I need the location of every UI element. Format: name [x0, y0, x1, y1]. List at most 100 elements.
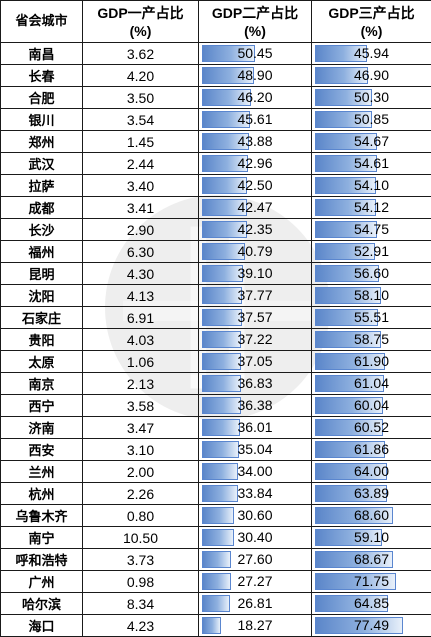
- cell-gdp-secondary[interactable]: 36.38: [199, 395, 312, 417]
- cell-gdp-primary[interactable]: 0.80: [83, 505, 199, 527]
- cell-city[interactable]: 武汉: [1, 153, 83, 175]
- cell-city[interactable]: 南宁: [1, 527, 83, 549]
- cell-gdp-primary[interactable]: 3.41: [83, 197, 199, 219]
- cell-gdp-secondary[interactable]: 46.20: [199, 87, 312, 109]
- cell-city[interactable]: 太原: [1, 351, 83, 373]
- cell-gdp-primary[interactable]: 1.06: [83, 351, 199, 373]
- cell-gdp-tertiary[interactable]: 45.94: [312, 43, 431, 65]
- cell-gdp-tertiary[interactable]: 71.75: [312, 571, 431, 593]
- cell-gdp-primary[interactable]: 3.50: [83, 87, 199, 109]
- cell-gdp-secondary[interactable]: 35.04: [199, 439, 312, 461]
- header-gdp-tertiary[interactable]: GDP三产占比 (%): [312, 1, 431, 43]
- cell-city[interactable]: 拉萨: [1, 175, 83, 197]
- cell-gdp-primary[interactable]: 10.50: [83, 527, 199, 549]
- cell-gdp-tertiary[interactable]: 50.30: [312, 87, 431, 109]
- cell-gdp-tertiary[interactable]: 52.91: [312, 241, 431, 263]
- cell-gdp-tertiary[interactable]: 58.75: [312, 329, 431, 351]
- cell-gdp-primary[interactable]: 3.40: [83, 175, 199, 197]
- cell-city[interactable]: 合肥: [1, 87, 83, 109]
- cell-gdp-primary[interactable]: 2.13: [83, 373, 199, 395]
- cell-gdp-primary[interactable]: 6.91: [83, 307, 199, 329]
- cell-gdp-tertiary[interactable]: 55.51: [312, 307, 431, 329]
- cell-gdp-secondary[interactable]: 36.83: [199, 373, 312, 395]
- cell-gdp-tertiary[interactable]: 63.89: [312, 483, 431, 505]
- cell-gdp-secondary[interactable]: 37.05: [199, 351, 312, 373]
- cell-gdp-primary[interactable]: 2.44: [83, 153, 199, 175]
- cell-city[interactable]: 昆明: [1, 263, 83, 285]
- cell-gdp-primary[interactable]: 3.54: [83, 109, 199, 131]
- cell-city[interactable]: 乌鲁木齐: [1, 505, 83, 527]
- header-gdp-primary[interactable]: GDP一产占比 (%): [83, 1, 199, 43]
- cell-gdp-primary[interactable]: 1.45: [83, 131, 199, 153]
- cell-gdp-tertiary[interactable]: 58.10: [312, 285, 431, 307]
- cell-gdp-primary[interactable]: 3.62: [83, 43, 199, 65]
- cell-gdp-secondary[interactable]: 42.47: [199, 197, 312, 219]
- cell-gdp-secondary[interactable]: 36.01: [199, 417, 312, 439]
- cell-gdp-tertiary[interactable]: 64.00: [312, 461, 431, 483]
- cell-city[interactable]: 沈阳: [1, 285, 83, 307]
- cell-city[interactable]: 呼和浩特: [1, 549, 83, 571]
- cell-gdp-tertiary[interactable]: 60.04: [312, 395, 431, 417]
- cell-gdp-secondary[interactable]: 27.27: [199, 571, 312, 593]
- cell-gdp-tertiary[interactable]: 77.49: [312, 615, 431, 637]
- cell-gdp-tertiary[interactable]: 61.90: [312, 351, 431, 373]
- cell-gdp-primary[interactable]: 4.13: [83, 285, 199, 307]
- cell-city[interactable]: 兰州: [1, 461, 83, 483]
- cell-gdp-primary[interactable]: 4.20: [83, 65, 199, 87]
- cell-city[interactable]: 贵阳: [1, 329, 83, 351]
- header-city[interactable]: 省会城市: [1, 1, 83, 43]
- cell-gdp-secondary[interactable]: 48.90: [199, 65, 312, 87]
- cell-city[interactable]: 西安: [1, 439, 83, 461]
- cell-gdp-tertiary[interactable]: 64.85: [312, 593, 431, 615]
- cell-gdp-primary[interactable]: 6.30: [83, 241, 199, 263]
- cell-gdp-secondary[interactable]: 42.96: [199, 153, 312, 175]
- cell-gdp-tertiary[interactable]: 54.12: [312, 197, 431, 219]
- cell-city[interactable]: 银川: [1, 109, 83, 131]
- header-gdp-secondary[interactable]: GDP二产占比 (%): [199, 1, 312, 43]
- cell-gdp-secondary[interactable]: 26.81: [199, 593, 312, 615]
- cell-gdp-primary[interactable]: 3.47: [83, 417, 199, 439]
- cell-city[interactable]: 郑州: [1, 131, 83, 153]
- cell-gdp-tertiary[interactable]: 54.67: [312, 131, 431, 153]
- cell-gdp-secondary[interactable]: 50.45: [199, 43, 312, 65]
- cell-gdp-primary[interactable]: 3.10: [83, 439, 199, 461]
- cell-gdp-primary[interactable]: 4.23: [83, 615, 199, 637]
- cell-city[interactable]: 广州: [1, 571, 83, 593]
- cell-gdp-secondary[interactable]: 30.60: [199, 505, 312, 527]
- cell-gdp-primary[interactable]: 3.73: [83, 549, 199, 571]
- cell-gdp-primary[interactable]: 4.03: [83, 329, 199, 351]
- cell-gdp-tertiary[interactable]: 54.10: [312, 175, 431, 197]
- cell-gdp-tertiary[interactable]: 46.90: [312, 65, 431, 87]
- cell-gdp-tertiary[interactable]: 60.52: [312, 417, 431, 439]
- cell-gdp-secondary[interactable]: 37.57: [199, 307, 312, 329]
- cell-city[interactable]: 长春: [1, 65, 83, 87]
- cell-gdp-secondary[interactable]: 42.35: [199, 219, 312, 241]
- cell-gdp-primary[interactable]: 2.26: [83, 483, 199, 505]
- cell-gdp-tertiary[interactable]: 50.85: [312, 109, 431, 131]
- cell-gdp-secondary[interactable]: 37.77: [199, 285, 312, 307]
- cell-city[interactable]: 哈尔滨: [1, 593, 83, 615]
- cell-city[interactable]: 福州: [1, 241, 83, 263]
- cell-gdp-primary[interactable]: 2.90: [83, 219, 199, 241]
- cell-gdp-tertiary[interactable]: 56.60: [312, 263, 431, 285]
- cell-gdp-tertiary[interactable]: 59.10: [312, 527, 431, 549]
- cell-city[interactable]: 海口: [1, 615, 83, 637]
- cell-gdp-secondary[interactable]: 30.40: [199, 527, 312, 549]
- cell-city[interactable]: 杭州: [1, 483, 83, 505]
- cell-gdp-primary[interactable]: 4.30: [83, 263, 199, 285]
- cell-gdp-primary[interactable]: 2.00: [83, 461, 199, 483]
- cell-gdp-secondary[interactable]: 45.61: [199, 109, 312, 131]
- cell-gdp-secondary[interactable]: 33.84: [199, 483, 312, 505]
- cell-gdp-tertiary[interactable]: 68.67: [312, 549, 431, 571]
- cell-gdp-secondary[interactable]: 40.79: [199, 241, 312, 263]
- cell-gdp-tertiary[interactable]: 68.60: [312, 505, 431, 527]
- cell-gdp-primary[interactable]: 0.98: [83, 571, 199, 593]
- cell-gdp-secondary[interactable]: 42.50: [199, 175, 312, 197]
- cell-city[interactable]: 西宁: [1, 395, 83, 417]
- cell-gdp-tertiary[interactable]: 54.75: [312, 219, 431, 241]
- cell-gdp-secondary[interactable]: 37.22: [199, 329, 312, 351]
- cell-gdp-tertiary[interactable]: 61.86: [312, 439, 431, 461]
- cell-city[interactable]: 石家庄: [1, 307, 83, 329]
- cell-gdp-secondary[interactable]: 43.88: [199, 131, 312, 153]
- cell-gdp-secondary[interactable]: 34.00: [199, 461, 312, 483]
